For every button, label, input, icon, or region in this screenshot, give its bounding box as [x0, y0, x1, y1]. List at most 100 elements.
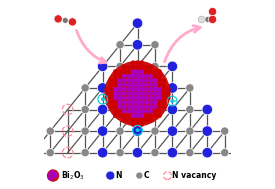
- Circle shape: [126, 100, 131, 105]
- Circle shape: [117, 113, 122, 118]
- Circle shape: [51, 170, 53, 173]
- Circle shape: [153, 100, 158, 105]
- Circle shape: [153, 82, 158, 87]
- Circle shape: [28, 147, 38, 158]
- Circle shape: [104, 95, 109, 100]
- Text: Bi$_2$O$_3$: Bi$_2$O$_3$: [61, 169, 85, 182]
- Circle shape: [113, 109, 118, 114]
- Circle shape: [167, 147, 178, 158]
- Circle shape: [186, 127, 194, 135]
- Circle shape: [161, 104, 166, 109]
- Circle shape: [157, 69, 162, 74]
- Circle shape: [116, 84, 124, 92]
- Circle shape: [139, 91, 144, 96]
- Circle shape: [221, 127, 229, 135]
- Circle shape: [151, 127, 159, 135]
- Circle shape: [51, 172, 54, 175]
- Circle shape: [131, 82, 136, 87]
- Circle shape: [122, 95, 127, 100]
- Circle shape: [144, 113, 149, 118]
- Circle shape: [54, 175, 57, 177]
- Circle shape: [122, 69, 127, 74]
- Circle shape: [113, 113, 118, 118]
- Circle shape: [135, 78, 140, 83]
- Circle shape: [131, 60, 136, 65]
- Circle shape: [106, 171, 115, 180]
- Circle shape: [131, 87, 136, 92]
- Circle shape: [122, 104, 127, 109]
- Circle shape: [47, 169, 59, 182]
- Circle shape: [126, 95, 131, 100]
- Circle shape: [153, 104, 158, 109]
- Circle shape: [126, 65, 131, 70]
- Circle shape: [166, 91, 171, 96]
- Circle shape: [144, 82, 149, 87]
- Circle shape: [139, 74, 144, 78]
- Circle shape: [97, 83, 108, 93]
- Circle shape: [144, 100, 149, 105]
- Circle shape: [126, 109, 131, 114]
- Circle shape: [135, 95, 140, 100]
- Circle shape: [161, 78, 166, 83]
- Circle shape: [52, 172, 55, 175]
- Circle shape: [126, 104, 131, 109]
- Circle shape: [161, 87, 166, 92]
- Circle shape: [202, 104, 213, 115]
- Circle shape: [117, 69, 122, 74]
- Circle shape: [113, 87, 118, 92]
- Circle shape: [144, 65, 149, 70]
- Circle shape: [186, 105, 194, 114]
- Circle shape: [97, 147, 108, 158]
- Circle shape: [62, 17, 68, 23]
- Text: N: N: [116, 171, 122, 180]
- Circle shape: [153, 69, 158, 74]
- Circle shape: [135, 87, 140, 92]
- Circle shape: [122, 91, 127, 96]
- Circle shape: [131, 95, 136, 100]
- Circle shape: [132, 83, 143, 93]
- Circle shape: [208, 7, 217, 16]
- Circle shape: [126, 113, 131, 118]
- Circle shape: [237, 147, 248, 158]
- Circle shape: [135, 65, 140, 70]
- Circle shape: [148, 65, 153, 70]
- Circle shape: [55, 173, 57, 175]
- Circle shape: [104, 87, 109, 92]
- Circle shape: [81, 84, 89, 92]
- Circle shape: [135, 69, 140, 74]
- Circle shape: [144, 87, 149, 92]
- Circle shape: [139, 69, 144, 74]
- Circle shape: [157, 87, 162, 92]
- Circle shape: [151, 41, 159, 49]
- Circle shape: [81, 105, 89, 114]
- Circle shape: [122, 65, 127, 70]
- Circle shape: [148, 118, 153, 122]
- Circle shape: [139, 95, 144, 100]
- Circle shape: [144, 78, 149, 83]
- Circle shape: [135, 104, 140, 109]
- Circle shape: [148, 104, 153, 109]
- Circle shape: [144, 104, 149, 109]
- Circle shape: [157, 82, 162, 87]
- Circle shape: [122, 113, 127, 118]
- Circle shape: [139, 78, 144, 83]
- Circle shape: [126, 74, 131, 78]
- Circle shape: [171, 100, 173, 102]
- Circle shape: [153, 113, 158, 118]
- Circle shape: [109, 95, 114, 100]
- Circle shape: [97, 104, 108, 115]
- Circle shape: [113, 104, 118, 109]
- Circle shape: [113, 74, 118, 78]
- Circle shape: [135, 118, 140, 122]
- Circle shape: [122, 109, 127, 114]
- Circle shape: [48, 177, 51, 179]
- Circle shape: [132, 126, 143, 136]
- Circle shape: [139, 109, 144, 114]
- Circle shape: [122, 87, 127, 92]
- Circle shape: [122, 74, 127, 78]
- Circle shape: [136, 172, 143, 179]
- Circle shape: [126, 91, 131, 96]
- Circle shape: [202, 126, 213, 136]
- Circle shape: [131, 109, 136, 114]
- Circle shape: [68, 18, 76, 26]
